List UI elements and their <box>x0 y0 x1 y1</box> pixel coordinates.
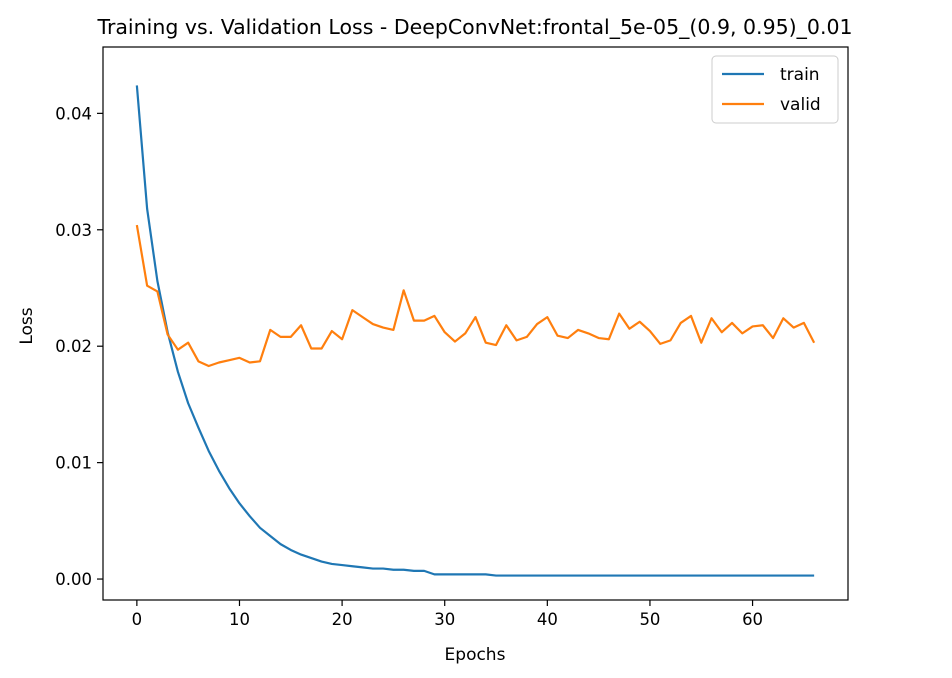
y-axis-label: Loss <box>17 307 37 344</box>
y-axis: 0.00 0.01 0.02 0.03 0.04 <box>55 104 103 589</box>
x-tick-label: 30 <box>434 610 455 629</box>
legend-box <box>711 55 839 124</box>
series-line-valid <box>135 224 816 368</box>
y-tick-label: 0.04 <box>55 104 92 123</box>
y-tick-label: 0.02 <box>55 337 92 356</box>
x-tick-label: 50 <box>639 610 660 629</box>
y-tick-label: 0.01 <box>55 454 92 473</box>
x-tick-label: 40 <box>537 610 558 629</box>
legend: train valid <box>711 55 839 124</box>
x-tick-label: 60 <box>742 610 763 629</box>
chart-title: Training vs. Validation Loss - DeepConvN… <box>96 15 852 40</box>
legend-label-valid: valid <box>780 95 821 115</box>
x-axis-label: Epochs <box>445 645 506 665</box>
legend-label-train: train <box>780 65 820 85</box>
series-line-train <box>135 85 815 577</box>
x-axis: 0 10 20 30 40 50 60 <box>132 600 763 629</box>
x-tick-label: 10 <box>229 610 250 629</box>
x-tick-label: 20 <box>332 610 353 629</box>
plot-frame <box>102 46 849 601</box>
x-tick-label: 0 <box>132 610 143 629</box>
y-tick-label: 0.03 <box>55 221 92 240</box>
y-tick-label: 0.00 <box>55 570 92 589</box>
plot-series <box>135 85 816 577</box>
